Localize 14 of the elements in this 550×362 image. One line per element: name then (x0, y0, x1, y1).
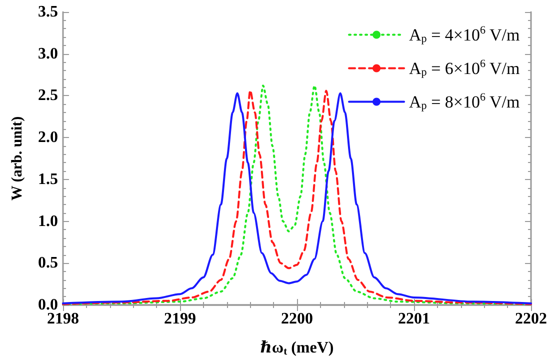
y-tick-label: 3.0 (38, 45, 58, 62)
y-tick-label: 1.0 (38, 212, 58, 230)
y-tick-label: 1.5 (38, 170, 58, 188)
y-tick-label: 2.5 (38, 87, 58, 104)
x-tick-label: 2200 (281, 310, 313, 328)
x-tick-label: 2202 (515, 310, 547, 328)
y-tick-label: 3.5 (38, 4, 58, 20)
y-tick-label: 0.0 (38, 296, 58, 314)
y-axis-title: W (arb. unit) (10, 116, 26, 201)
x-tick-label: 2201 (398, 310, 430, 328)
x-tick-label: 2199 (164, 310, 196, 328)
y-tick-label: 2.0 (38, 129, 58, 146)
y-tick-label: 0.5 (38, 254, 58, 272)
x-tick-label: 2198 (47, 310, 79, 328)
